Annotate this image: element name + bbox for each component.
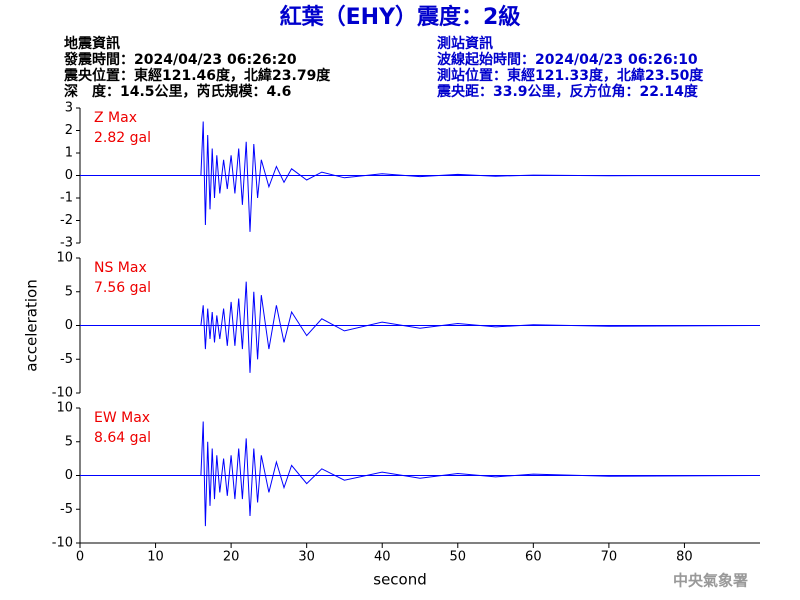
- info-line: 震央位置：東經121.46度，北緯23.79度: [63, 67, 331, 84]
- waveform: [80, 421, 753, 527]
- station-line: 震央距：33.9公里，反方位角：22.14度: [436, 83, 699, 100]
- y-tick-label: 5: [65, 284, 73, 299]
- footer: 中央氣象署: [673, 572, 748, 590]
- x-tick-label: 10: [147, 550, 164, 565]
- component-label: NS Max: [94, 260, 147, 276]
- x-axis-label: second: [373, 571, 427, 589]
- x-tick-label: 70: [601, 550, 618, 565]
- y-tick-label: -5: [60, 352, 73, 367]
- y-tick-label: 0: [65, 468, 73, 483]
- y-axis-label: acceleration: [23, 279, 41, 371]
- y-tick-label: 0: [65, 168, 73, 183]
- title: 紅葉（EHY）震度：2級: [280, 4, 521, 30]
- y-tick-label: 5: [65, 434, 73, 449]
- y-tick-label: 2: [65, 123, 73, 138]
- max-label: 2.82 gal: [94, 130, 151, 146]
- y-tick-label: 10: [56, 251, 73, 266]
- component-label: Z Max: [94, 110, 137, 126]
- y-tick-label: 0: [65, 318, 73, 333]
- info-line: 發震時間：2024/04/23 06:26:20: [63, 51, 297, 68]
- station-line: 測站資訊: [437, 35, 493, 52]
- max-label: 8.64 gal: [94, 430, 151, 446]
- x-tick-label: 80: [676, 550, 693, 565]
- y-tick-label: -10: [52, 536, 73, 551]
- y-tick-label: 10: [56, 401, 73, 416]
- max-label: 7.56 gal: [94, 280, 151, 296]
- x-tick-label: 40: [374, 550, 391, 565]
- station-line: 測站位置：東經121.33度，北緯23.50度: [437, 67, 704, 84]
- waveform: [80, 281, 753, 373]
- y-tick-label: -2: [60, 213, 73, 228]
- x-tick-label: 50: [450, 550, 467, 565]
- y-tick-label: -10: [52, 386, 73, 401]
- y-tick-label: 3: [65, 101, 73, 116]
- y-tick-label: -3: [60, 236, 73, 251]
- x-tick-label: 30: [298, 550, 315, 565]
- component-label: EW Max: [94, 410, 150, 426]
- x-tick-label: 20: [223, 550, 240, 565]
- y-tick-label: -5: [60, 502, 73, 517]
- station-line: 波線起始時間：2024/04/23 06:26:10: [437, 51, 698, 68]
- y-tick-label: -1: [60, 191, 73, 206]
- info-line: 地震資訊: [64, 35, 120, 52]
- info-line: 深 度：14.5公里，芮氏規模：4.6: [64, 83, 291, 100]
- x-tick-label: 60: [525, 550, 542, 565]
- y-tick-label: 1: [65, 146, 73, 161]
- x-tick-label: 0: [76, 550, 84, 565]
- waveform: [80, 121, 753, 232]
